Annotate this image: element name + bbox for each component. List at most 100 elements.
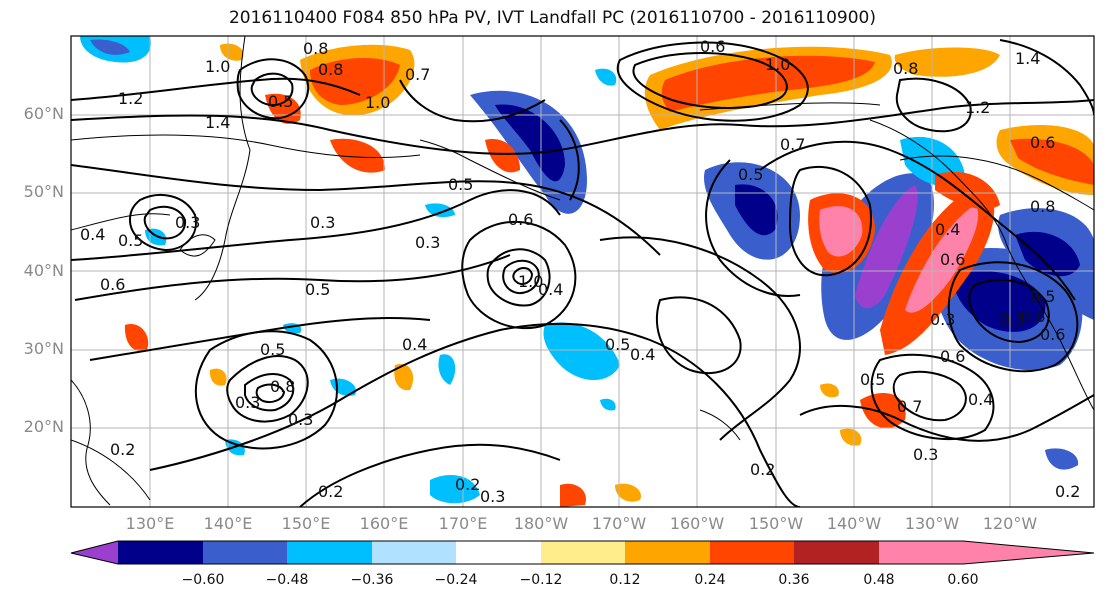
shading-layer xyxy=(80,36,1094,507)
lon-label: 120°W xyxy=(982,514,1038,533)
contour-label: 0.5 xyxy=(268,92,293,111)
contour-label: 0.5 xyxy=(860,370,885,389)
lat-label: 60°N xyxy=(23,104,64,123)
contour-label: 0.3 xyxy=(930,310,955,329)
colorbar-bin xyxy=(203,541,287,564)
colorbar-bin xyxy=(625,541,710,564)
contour-label: 0.8 xyxy=(270,377,295,396)
contour-label: 0.5 xyxy=(448,175,473,194)
map-frame xyxy=(70,35,1095,508)
colorbar-bin xyxy=(456,541,541,564)
contour-label: 0.2 xyxy=(318,482,343,501)
contour-label: 1.4 xyxy=(1015,49,1040,68)
map-title: 2016110400 F084 850 hPa PV, IVT Landfall… xyxy=(228,8,876,28)
contour-label: 1.0 xyxy=(765,55,790,74)
contour-label: 1.0 xyxy=(518,272,543,291)
contour-label: 0.5 xyxy=(605,335,630,354)
colorbar-tick-label: 0.48 xyxy=(863,572,895,588)
contour-label: 1.0 xyxy=(365,93,390,112)
contour-label: 0.4 xyxy=(402,335,427,354)
contour-label: 0.6 xyxy=(1030,133,1055,152)
contour-label: 0.4 xyxy=(630,345,655,364)
colorbar-tick-label: 0.12 xyxy=(609,572,641,588)
lat-label: 30°N xyxy=(23,339,64,358)
contour-label: 0.6 xyxy=(700,37,725,56)
contour-label: 0.4 xyxy=(538,280,563,299)
colorbar-bin xyxy=(710,541,794,564)
pv-contours xyxy=(71,39,1094,507)
colorbar-tick-label: −0.12 xyxy=(519,572,563,588)
contour-label: 0.6 xyxy=(508,210,533,229)
contour-label: 0.6 xyxy=(940,250,965,269)
contour-label: 1.2 xyxy=(118,89,143,108)
lon-label: 150°E xyxy=(281,514,331,533)
lon-label: 140°W xyxy=(826,514,882,533)
contour-label: 0.3 xyxy=(175,213,200,232)
lat-label: 40°N xyxy=(23,261,64,280)
contour-label: 0.4 xyxy=(80,225,105,244)
colorbar-bin xyxy=(372,541,456,564)
pv-thin-contours xyxy=(71,102,1094,501)
contour-label: 0.3 xyxy=(913,445,938,464)
lon-label: 150°W xyxy=(748,514,804,533)
colorbar-bin xyxy=(794,541,879,564)
lon-label: 130°W xyxy=(904,514,960,533)
colorbar-tick-label: 0.36 xyxy=(778,572,810,588)
contour-label: 0.4 xyxy=(935,220,960,239)
lat-label: 50°N xyxy=(23,182,64,201)
colorbar-bin xyxy=(118,541,203,564)
colorbar-bin xyxy=(287,541,372,564)
contour-label: 0.5 xyxy=(738,165,763,184)
colorbar-tick-label: −0.24 xyxy=(434,572,478,588)
colorbar-tick-label: −0.48 xyxy=(265,572,309,588)
contour-label: 0.3 xyxy=(235,393,260,412)
contour-label: 0.3 xyxy=(288,410,313,429)
contour-label: 0.3 xyxy=(1000,310,1025,329)
colorbar xyxy=(70,540,1095,565)
contour-label: 1.0 xyxy=(205,57,230,76)
contour-label: 0.2 xyxy=(110,440,135,459)
contour-label: 0.3 xyxy=(480,487,505,506)
colorbar-extend-low xyxy=(71,541,118,564)
contour-label: 0.5 xyxy=(260,340,285,359)
contour-label: 0.7 xyxy=(780,135,805,154)
lon-label: 180°W xyxy=(513,514,569,533)
contour-label: 0.2 xyxy=(455,475,480,494)
contour-label: 0.5 xyxy=(305,280,330,299)
contour-label: 0.8 xyxy=(303,39,328,58)
colorbar-extend-high xyxy=(963,541,1094,564)
colorbar-bin xyxy=(879,541,963,564)
contour-label: 1.2 xyxy=(965,98,990,117)
lat-label: 20°N xyxy=(23,417,64,436)
contour-label: 0.3 xyxy=(310,213,335,232)
lon-label: 170°W xyxy=(591,514,647,533)
colorbar-tick-label: 0.24 xyxy=(694,572,726,588)
contour-label-group: 0.8 0.8 0.7 1.0 1.2 1.0 0.5 1.4 1.0 0.6 … xyxy=(80,37,1080,506)
coastlines xyxy=(71,36,1094,506)
contour-label: 0.7 xyxy=(897,397,922,416)
lon-label: 170°E xyxy=(438,514,488,533)
colorbar-tick-label: −0.60 xyxy=(181,572,225,588)
lon-label: 160°W xyxy=(669,514,725,533)
lon-label: 140°E xyxy=(203,514,253,533)
colorbar-tick-label: −0.36 xyxy=(350,572,394,588)
contour-label: 0.6 xyxy=(1040,325,1065,344)
colorbar-tick-label: 0.60 xyxy=(947,572,979,588)
contour-label: 0.2 xyxy=(750,460,775,479)
contour-label: 1.4 xyxy=(205,113,230,132)
contour-label: 0.6 xyxy=(100,275,125,294)
contour-label: 0.8 xyxy=(318,60,343,79)
lon-label: 130°E xyxy=(125,514,175,533)
contour-label: 0.5 xyxy=(118,231,143,250)
contour-label: 0.8 xyxy=(1030,197,1055,216)
contour-label: 0.8 xyxy=(893,59,918,78)
contour-label: 0.6 xyxy=(1020,307,1045,326)
contour-label: 0.7 xyxy=(405,65,430,84)
contour-label: 0.3 xyxy=(415,233,440,252)
colorbar-bin xyxy=(541,541,625,564)
lon-label: 160°E xyxy=(359,514,409,533)
contour-label: 0.4 xyxy=(968,390,993,409)
contour-label: 0.6 xyxy=(940,347,965,366)
contour-label: 0.2 xyxy=(1055,482,1080,501)
